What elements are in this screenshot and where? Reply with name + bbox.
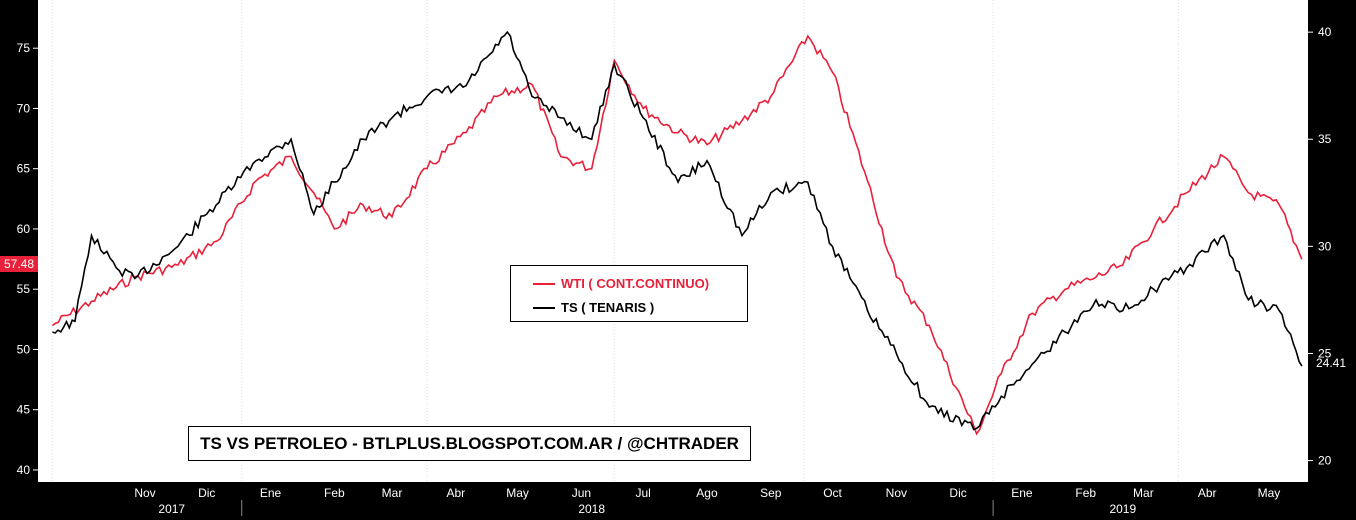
legend-item-wti: WTI ( CONT.CONTINUO) [533,276,709,291]
x-tick-label: Jun [572,486,591,500]
left-tick-label: 70 [17,101,31,115]
left-tick-label: 45 [17,403,31,417]
x-axis: Nov Dic Ene Feb Mar Abr May Jun Jul Ago Sep Oct Nov D… [134,486,1280,500]
legend-label-ts: TS ( TENARIS ) [561,300,655,315]
right-tick-label: 40 [1318,25,1332,39]
x-tick-label: Dic [198,486,215,500]
year-tick-label: 2018 [578,502,605,516]
x-tick-label: Nov [134,486,155,500]
right-tick-label: 25 [1318,346,1332,360]
x-tick-label: Mar [1133,486,1154,500]
last-value-label-ts: 24.41 [1316,356,1347,370]
right-tick-label: 35 [1318,132,1332,146]
x-tick-label: Jul [635,486,650,500]
legend-label-wti: WTI ( CONT.CONTINUO) [561,276,710,291]
x-tick-label: Feb [324,486,345,500]
series-line-wti [51,34,1303,436]
left-tick-label: 55 [17,282,31,296]
chart-title: TS VS PETROLEO - BTLPLUS.BLOGSPOT.COM.AR… [188,426,751,461]
x-tick-label: Feb [1075,486,1096,500]
right-tick-label: 30 [1318,239,1332,253]
left-axis: 40 45 50 55 60 65 70 75 [17,41,38,477]
left-tick-label: 40 [17,463,31,477]
legend-swatch-wti [533,282,555,285]
x-tick-label: Abr [446,486,465,500]
legend-item-ts: TS ( TENARIS ) [533,300,654,315]
left-tick-label: 50 [17,342,31,356]
x-tick-label: Nov [886,486,907,500]
year-tick-label: 2017 [158,502,185,516]
left-tick-label: 60 [17,222,31,236]
year-tick-label: 2019 [1109,502,1136,516]
year-axis: 2017 2018 2019 [158,500,1136,516]
x-tick-label: Dic [949,486,966,500]
right-axis: 20 25 30 35 40 [1308,25,1332,468]
last-value-label-wti: 57.48 [0,256,38,272]
x-tick-label: Abr [1198,486,1217,500]
legend-swatch-ts [533,306,555,309]
series-line-ts [52,30,1303,431]
left-tick-label: 75 [17,41,31,55]
left-tick-label: 65 [17,162,31,176]
x-tick-label: Ago [696,486,718,500]
x-tick-label: May [506,486,529,500]
plot-area [38,0,1308,482]
x-tick-label: Ene [1011,486,1033,500]
x-tick-label: Mar [382,486,403,500]
legend: WTI ( CONT.CONTINUO) TS ( TENARIS ) [510,265,748,322]
month-separators [51,0,1179,482]
x-tick-label: May [1258,486,1281,500]
x-tick-label: Sep [760,486,782,500]
right-tick-label: 20 [1318,454,1332,468]
x-tick-label: Oct [823,486,842,500]
x-tick-label: Ene [260,486,282,500]
